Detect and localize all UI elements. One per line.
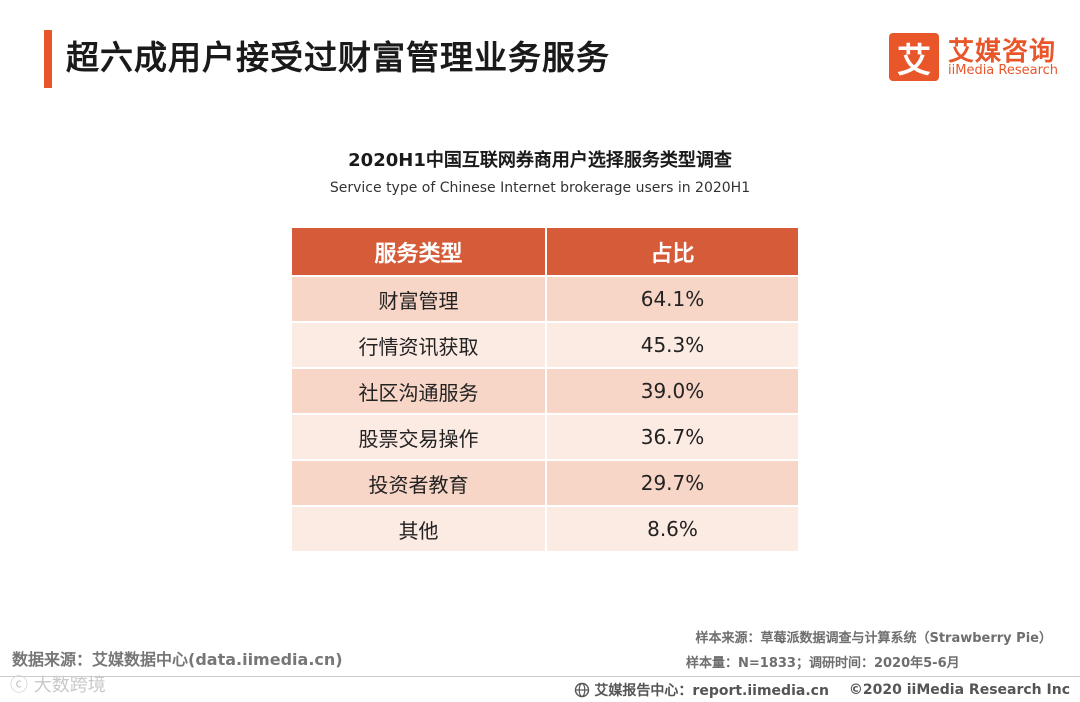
cell-value: 8.6% [545, 505, 798, 551]
cell-category: 行情资讯获取 [292, 321, 545, 367]
column-header-share: 占比 [545, 228, 798, 275]
copyright: ©2020 iiMedia Research Inc [848, 682, 1070, 698]
globe-icon [575, 682, 590, 698]
column-header-service-type: 服务类型 [292, 228, 545, 275]
cell-category: 其他 [292, 505, 545, 551]
service-type-table: 服务类型 占比 财富管理 64.1% 行情资讯获取 45.3% 社区沟通服务 3… [292, 228, 798, 551]
footer-divider [0, 676, 1080, 677]
iimedia-logo: 艾 艾媒咨询 iiMedia Research [889, 31, 1069, 83]
footer: 艾媒报告中心：report.iimedia.cn ©2020 iiMedia R… [574, 680, 1070, 700]
logo-name-en: iiMedia Research [948, 63, 1059, 78]
title-accent-bar [44, 30, 52, 88]
sample-source: 样本来源：草莓派数据调查与计算系统（Strawberry Pie） [695, 631, 1052, 646]
data-source: 数据来源：艾媒数据中心(data.iimedia.cn) [12, 650, 343, 669]
page-title: 超六成用户接受过财富管理业务服务 [66, 38, 610, 77]
table-row: 投资者教育 29.7% [292, 459, 798, 505]
sample-size: 样本量：N=1833；调研时间：2020年5-6月 [686, 656, 960, 671]
table-row: 其他 8.6% [292, 505, 798, 551]
cell-value: 45.3% [545, 321, 798, 367]
cell-value: 36.7% [545, 413, 798, 459]
table-row: 财富管理 64.1% [292, 275, 798, 321]
table-header-row: 服务类型 占比 [292, 228, 798, 275]
cell-category: 社区沟通服务 [292, 367, 545, 413]
cell-value: 39.0% [545, 367, 798, 413]
chart-subtitle: Service type of Chinese Internet brokera… [329, 180, 751, 196]
table-row: 行情资讯获取 45.3% [292, 321, 798, 367]
cell-category: 财富管理 [292, 275, 545, 321]
cell-value: 64.1% [545, 275, 798, 321]
watermark: ⓒ 大数跨境 [10, 675, 106, 696]
cell-category: 股票交易操作 [292, 413, 545, 459]
logo-name-cn: 艾媒咨询 [948, 37, 1057, 67]
table-row: 社区沟通服务 39.0% [292, 367, 798, 413]
cell-category: 投资者教育 [292, 459, 545, 505]
logo-mark: 艾 [889, 33, 939, 81]
table-row: 股票交易操作 36.7% [292, 413, 798, 459]
chart-title: 2020H1中国互联网券商用户选择服务类型调查 [348, 150, 732, 171]
cell-value: 29.7% [545, 459, 798, 505]
report-center-link[interactable]: 艾媒报告中心：report.iimedia.cn [594, 683, 829, 699]
